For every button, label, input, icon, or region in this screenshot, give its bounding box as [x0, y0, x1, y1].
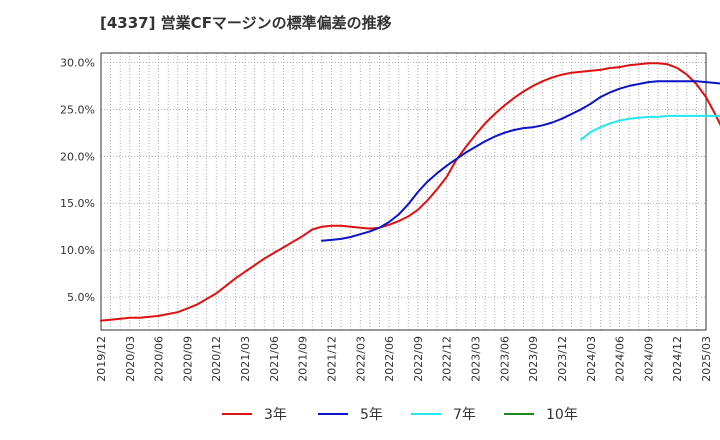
- x-tick-label: 2022/12: [441, 336, 454, 382]
- series-line-7年: [580, 114, 720, 141]
- x-tick-label: 2024/12: [671, 336, 684, 382]
- y-tick-label: 5.0%: [67, 291, 95, 304]
- x-tick-label: 2020/03: [124, 336, 137, 382]
- x-tick-label: 2019/12: [95, 336, 108, 382]
- x-tick-label: 2021/06: [268, 336, 281, 382]
- x-tick-label: 2023/12: [556, 336, 569, 382]
- x-tick-label: 2024/06: [614, 336, 627, 382]
- x-tick-label: 2023/06: [498, 336, 511, 382]
- legend-label: 10年: [546, 407, 578, 423]
- legend-label: 7年: [453, 407, 476, 423]
- y-tick-label: 15.0%: [60, 197, 95, 210]
- x-tick-label: 2023/09: [527, 336, 540, 382]
- legend-label: 5年: [360, 407, 383, 423]
- y-axis: 5.0% 10.0% 15.0% 20.0% 25.0% 30.0%: [60, 56, 95, 304]
- legend: 3年 5年 7年 10年: [222, 407, 578, 423]
- x-tick-label: 2020/09: [181, 336, 194, 382]
- y-tick-label: 10.0%: [60, 244, 95, 257]
- legend-label: 3年: [264, 407, 287, 423]
- x-tick-label: 2022/03: [354, 336, 367, 382]
- x-tick-label: 2024/09: [642, 336, 655, 382]
- series-line-3年: [100, 62, 720, 322]
- x-tick-label: 2025/03: [700, 336, 713, 382]
- x-tick-label: 2021/03: [239, 336, 252, 382]
- x-tick-label: 2020/06: [153, 336, 166, 382]
- x-tick-label: 2022/09: [412, 336, 425, 382]
- x-tick-label: 2021/12: [325, 336, 338, 382]
- x-tick-label: 2020/12: [210, 336, 223, 382]
- chart-title: [4337] 営業CFマージンの標準偏差の推移: [100, 14, 392, 32]
- x-tick-label: 2021/09: [297, 336, 310, 382]
- y-tick-label: 20.0%: [60, 150, 95, 163]
- x-tick-label: 2022/06: [383, 336, 396, 382]
- plot-area-border: [100, 52, 707, 331]
- series-lines: [100, 62, 720, 322]
- x-tick-label: 2023/03: [470, 336, 483, 382]
- series-line-5年: [320, 80, 720, 242]
- x-tick-label: 2024/03: [585, 336, 598, 382]
- y-tick-label: 30.0%: [60, 56, 95, 69]
- x-axis: 2019/12 2020/03 2020/06 2020/09 2020/12 2021/…: [95, 336, 713, 382]
- grid-lines: [101, 53, 706, 330]
- y-tick-label: 25.0%: [60, 103, 95, 116]
